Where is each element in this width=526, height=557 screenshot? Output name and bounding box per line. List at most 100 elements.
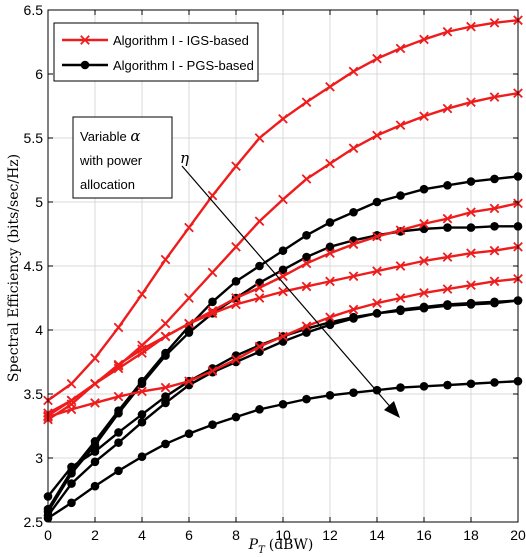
circle-marker <box>184 328 194 337</box>
x-tick-label: 12 <box>322 527 338 543</box>
circle-marker <box>372 197 382 207</box>
x-marker <box>160 331 171 342</box>
series-igs-4 <box>43 273 523 422</box>
x-marker <box>160 318 171 329</box>
circle-marker <box>372 309 382 318</box>
x-marker <box>325 158 335 169</box>
x-marker <box>466 21 476 32</box>
x-tick-label: 4 <box>138 527 146 543</box>
circle-marker <box>372 385 382 395</box>
y-tick-label: 5 <box>35 194 43 210</box>
circle-marker <box>90 440 100 450</box>
x-marker <box>395 120 406 131</box>
legend-igs-marker <box>62 35 108 45</box>
circle-marker <box>443 300 452 309</box>
circle-marker <box>466 223 476 232</box>
circle-marker <box>349 388 358 398</box>
x-marker <box>466 97 476 107</box>
x-marker <box>348 304 359 315</box>
x-marker <box>278 331 288 342</box>
x-marker <box>442 284 453 294</box>
legend-pgs-label: Algorithm I - PGS-based <box>113 58 254 73</box>
annotation-box <box>72 116 173 199</box>
y-tick-label: 4 <box>35 322 43 338</box>
circle-marker <box>90 457 100 467</box>
circle-marker <box>396 191 405 200</box>
circle-marker <box>302 394 311 404</box>
x-marker <box>372 266 382 276</box>
circle-marker <box>302 328 311 337</box>
x-marker <box>184 222 194 233</box>
annotation-line-1-text: Variable <box>80 129 130 144</box>
circle-marker <box>67 479 76 488</box>
x-tick-label: 16 <box>416 527 432 543</box>
x-marker <box>137 289 147 299</box>
circle-marker <box>349 207 358 217</box>
x-tick-label: 14 <box>369 527 385 543</box>
circle-marker <box>114 408 123 418</box>
x-marker <box>137 386 147 397</box>
circle-marker <box>419 184 429 194</box>
circle-marker <box>490 297 499 307</box>
circle-marker <box>278 399 288 409</box>
x-marker <box>254 293 265 303</box>
circle-marker <box>255 405 264 414</box>
circle-marker <box>396 383 405 392</box>
circle-marker <box>302 252 311 262</box>
x-marker <box>254 133 265 143</box>
x-tick-label: 8 <box>232 527 240 543</box>
circle-marker <box>137 452 147 462</box>
annotation-arrow-head <box>384 401 400 418</box>
x-marker <box>395 261 406 271</box>
x-marker <box>372 53 382 64</box>
circle-marker <box>325 320 335 330</box>
circle-marker <box>67 462 76 472</box>
x-marker <box>466 280 476 291</box>
circle-marker <box>466 298 476 308</box>
x-marker <box>466 248 476 259</box>
x-marker <box>278 113 288 124</box>
series-igs-2 <box>43 198 523 421</box>
x-marker <box>419 218 429 229</box>
circle-marker <box>114 428 123 437</box>
x-marker <box>301 281 312 292</box>
x-marker <box>113 391 124 402</box>
annotation-alpha: α <box>130 127 140 145</box>
circle-marker <box>278 246 288 255</box>
x-marker <box>325 248 335 259</box>
x-axis-label: PT (dBW) <box>248 537 314 556</box>
circle-marker <box>137 410 147 419</box>
y-tick-label: 3.5 <box>24 386 44 402</box>
x-marker <box>466 207 476 218</box>
annotation-line-1: Variable α <box>80 127 140 145</box>
y-axis-label: Spectral Efficiency (bits/sec/Hz) <box>6 154 22 382</box>
circle-marker <box>419 382 429 391</box>
x-marker <box>160 382 171 393</box>
x-tick-label: 0 <box>44 527 52 543</box>
circle-marker <box>137 379 147 389</box>
x-marker <box>278 286 288 297</box>
series-igs-0 <box>43 15 523 406</box>
x-axis-label-sub: T <box>258 545 266 556</box>
y-tick-label: 2.5 <box>24 514 44 530</box>
x-marker <box>301 258 312 269</box>
annotation-arrow-line <box>181 165 394 411</box>
x-marker <box>254 216 265 227</box>
x-marker <box>325 312 335 323</box>
circle-marker <box>231 412 241 422</box>
x-marker <box>395 43 406 54</box>
legend: Algorithm I - IGS-based Algorithm I - PG… <box>53 22 259 82</box>
circle-marker <box>490 378 499 387</box>
circle-marker <box>208 297 217 307</box>
circle-marker <box>184 429 194 438</box>
x-marker <box>395 225 406 235</box>
x-marker <box>301 174 312 184</box>
circle-marker <box>114 438 123 447</box>
circle-marker <box>419 302 429 312</box>
x-marker <box>442 26 453 37</box>
x-marker <box>489 17 500 28</box>
x-marker <box>231 161 241 171</box>
circle-marker <box>161 392 170 401</box>
annotation-line-3: allocation <box>80 177 135 192</box>
annotation: Variable α with power allocation η <box>72 116 400 418</box>
